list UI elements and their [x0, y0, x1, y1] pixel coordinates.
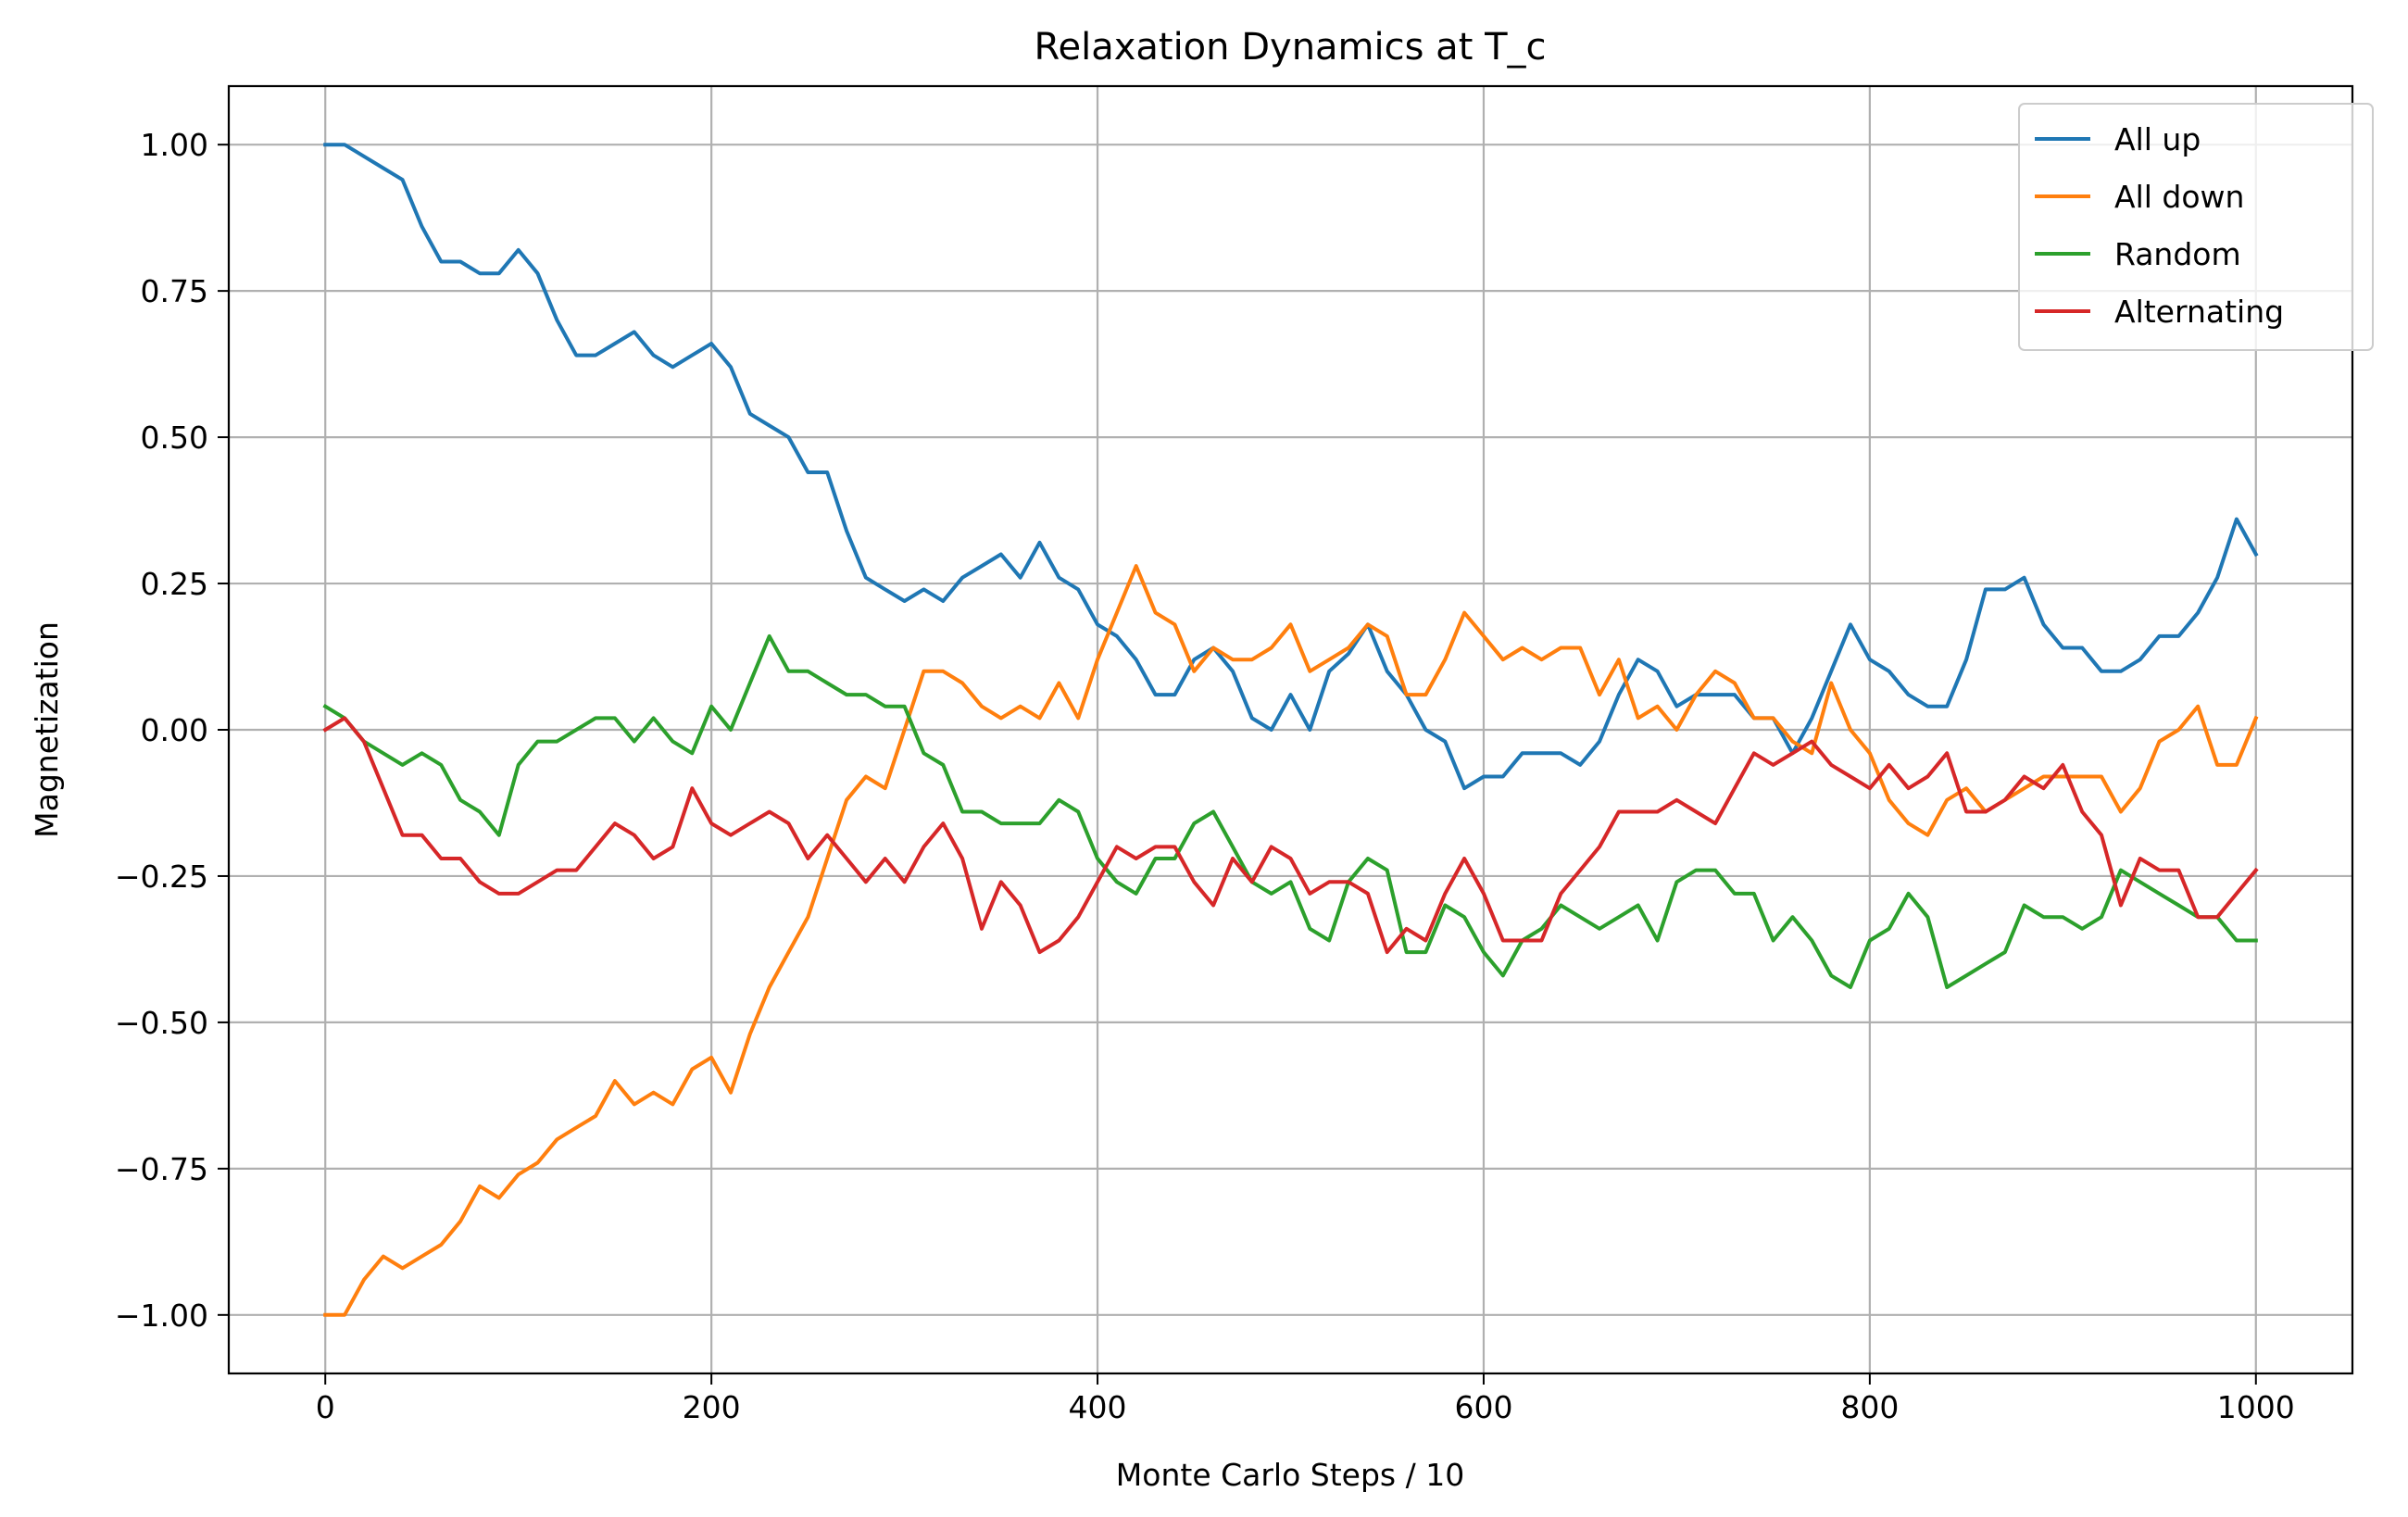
x-tick-label: 400: [1069, 1389, 1127, 1425]
y-axis-label: Magnetization: [29, 621, 65, 838]
x-axis-label: Monte Carlo Steps / 10: [1116, 1457, 1464, 1493]
y-tick-label: 0.50: [141, 420, 208, 456]
legend-label-all-down: All down: [2114, 179, 2244, 215]
legend-box: [2018, 103, 2374, 351]
x-tick-label: 0: [316, 1389, 335, 1425]
legend-label-alternating: Alternating: [2114, 294, 2284, 330]
y-tick-label: 1.00: [141, 127, 208, 163]
x-tick-label: 200: [683, 1389, 741, 1425]
chart-title: Relaxation Dynamics at T_c: [1034, 26, 1546, 69]
y-tick-label: −0.25: [115, 859, 208, 895]
x-tick-label: 1000: [2217, 1389, 2295, 1425]
y-tick-label: −1.00: [115, 1298, 208, 1334]
x-tick-label: 800: [1840, 1389, 1899, 1425]
x-axis-ticks: 0 200 400 600 800 1000: [316, 1373, 2295, 1425]
series-lines: [322, 143, 2259, 1317]
y-tick-label: −0.50: [115, 1005, 208, 1041]
y-tick-label: 0.00: [141, 712, 208, 748]
series-line-all-up: [323, 143, 2259, 791]
y-tick-label: 0.75: [141, 273, 208, 309]
y-axis-ticks: 1.00 0.75 0.50 0.25 0.00 −0.25 −0.50 −0.75 −1.00: [115, 127, 229, 1334]
legend-label-random: Random: [2114, 236, 2241, 272]
series-line-alternating: [322, 716, 2259, 955]
legend: All up All down Random Alternating: [2018, 103, 2374, 351]
y-tick-label: 0.25: [141, 566, 208, 602]
x-tick-label: 600: [1454, 1389, 1512, 1425]
series-line-all-down: [323, 564, 2259, 1317]
y-tick-label: −0.75: [115, 1151, 208, 1187]
legend-label-all-up: All up: [2114, 121, 2201, 157]
series-line-random: [322, 633, 2258, 989]
